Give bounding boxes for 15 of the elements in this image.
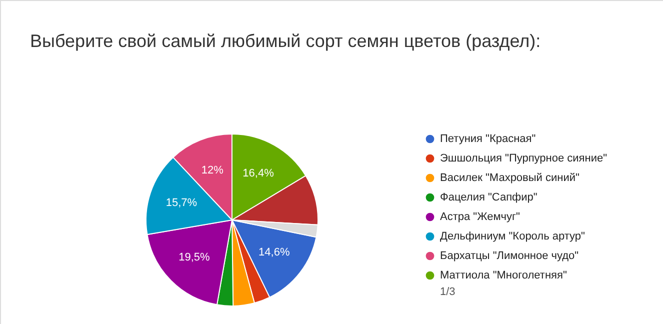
data-label: 19,5%	[178, 252, 210, 264]
legend-label: Дельфиниум "Король артур"	[440, 230, 586, 242]
legend-label: Астра "Жемчуг"	[440, 211, 520, 223]
legend-label: Петуния "Красная"	[440, 133, 536, 145]
chart-title: Выберите свой самый любимый сорт семян цветов (раздел):	[30, 31, 541, 51]
legend-label: Василек "Махровый синий"	[440, 172, 580, 184]
data-label: 14,6%	[258, 246, 290, 259]
text: 1/3	[440, 286, 456, 298]
legend-label: Эшшольция "Пурпурное сияние"	[440, 152, 608, 164]
data-label: 15,7%	[166, 197, 198, 210]
legend-label: Фацелия "Сапфир"	[440, 192, 538, 204]
legend-label: Маттиола "Многолетняя"	[440, 270, 567, 282]
legend-label: Бархатцы "Лимонное чудо"	[440, 250, 579, 262]
data-label: 12%	[201, 164, 224, 176]
data-label: 16,4%	[242, 168, 274, 180]
